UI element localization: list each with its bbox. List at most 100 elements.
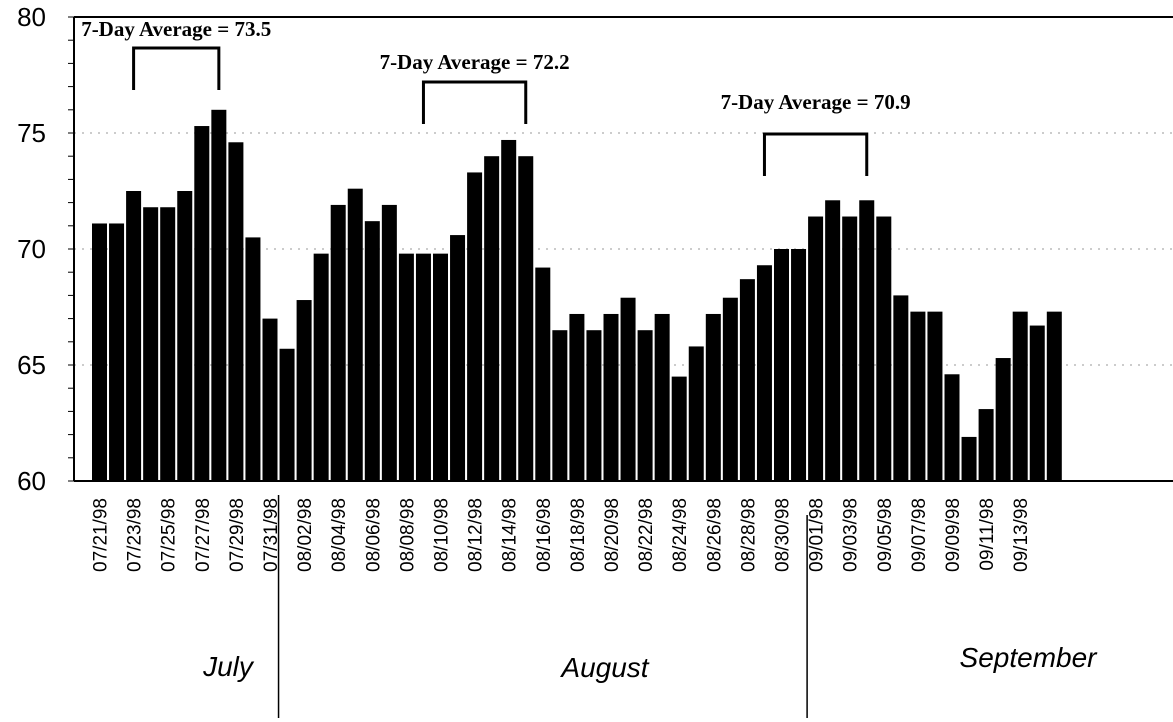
bar (654, 313, 670, 481)
y-tick-label: 65 (17, 350, 46, 380)
average-label: 7-Day Average = 73.5 (81, 17, 271, 41)
bar (364, 221, 380, 481)
axes (68, 16, 1173, 482)
x-tick-label: 08/06/98 (363, 498, 384, 572)
bar (961, 436, 977, 481)
bar (603, 313, 619, 481)
bar (705, 313, 721, 481)
y-tick-label: 60 (17, 466, 46, 496)
x-tick-label: 08/28/98 (738, 498, 759, 572)
bar (910, 311, 926, 481)
bar (1029, 325, 1045, 481)
bar (791, 249, 807, 481)
bar (177, 191, 193, 481)
bar (1046, 311, 1062, 481)
bar (569, 313, 585, 481)
bar (109, 223, 125, 482)
bar (756, 265, 772, 481)
x-tick-label: 08/30/98 (773, 498, 794, 572)
bar (262, 318, 278, 481)
x-tick-label: 08/08/98 (397, 498, 418, 572)
x-tick-label: 08/18/98 (568, 498, 589, 572)
bar (671, 376, 687, 481)
bar (842, 216, 858, 481)
bar (245, 237, 261, 481)
average-bracket (421, 80, 528, 124)
x-tick-label: 08/14/98 (500, 498, 521, 572)
bar (995, 358, 1011, 481)
bar (501, 139, 517, 481)
bar (978, 409, 994, 481)
bar (637, 330, 653, 481)
bar (313, 253, 329, 481)
x-tick-label: 09/09/98 (943, 498, 964, 572)
y-tick-label: 70 (17, 234, 46, 264)
y-axis-ticks: 60 65 70 75 80 (17, 2, 46, 496)
bar (927, 311, 943, 481)
average-bracket (762, 132, 869, 176)
bar (688, 346, 704, 481)
x-tick-label: 08/24/98 (670, 498, 691, 572)
x-axis-ticks: 07/21/98 07/23/98 07/25/98 07/27/98 07/29/98… (91, 498, 1033, 572)
bar (194, 126, 210, 481)
x-tick-label: 09/05/98 (875, 498, 896, 572)
bar (160, 207, 176, 482)
month-labels: July August September (202, 495, 1098, 718)
x-tick-label: 07/31/98 (261, 498, 282, 572)
x-tick-label: 08/26/98 (704, 498, 725, 572)
x-tick-label: 09/03/98 (841, 498, 862, 572)
x-tick-label: 08/04/98 (329, 498, 350, 572)
average-annotations: 7-Day Average = 73.5 7-Day Average = 72.2… (81, 17, 911, 176)
bar (518, 156, 534, 481)
x-tick-label: 09/11/98 (977, 498, 998, 571)
y-tick-label: 80 (17, 2, 46, 32)
bar (484, 156, 500, 481)
x-tick-label: 08/12/98 (466, 498, 487, 572)
bar (1012, 311, 1028, 481)
bar (450, 235, 466, 481)
bar (279, 348, 295, 481)
x-tick-label: 08/22/98 (636, 498, 657, 572)
x-tick-label: 08/20/98 (602, 498, 623, 572)
bar (722, 297, 738, 481)
x-tick-label: 08/02/98 (295, 498, 316, 572)
bar (92, 223, 107, 482)
month-label: September (960, 642, 1099, 673)
average-label: 7-Day Average = 70.9 (721, 90, 911, 114)
bar (535, 267, 551, 481)
bar (893, 295, 909, 481)
x-tick-label: 09/13/98 (1011, 498, 1032, 572)
bar (330, 204, 346, 482)
bar (808, 216, 824, 481)
x-tick-label: 07/25/98 (159, 498, 180, 572)
x-tick-label: 08/10/98 (432, 498, 453, 572)
x-tick-label: 07/27/98 (193, 498, 214, 572)
bar (467, 172, 483, 481)
bar (381, 204, 397, 482)
x-tick-label: 09/01/98 (807, 498, 828, 572)
x-tick-label: 07/23/98 (125, 498, 146, 572)
bar (347, 188, 363, 481)
bar (143, 207, 159, 482)
month-label: August (559, 652, 649, 683)
average-label: 7-Day Average = 72.2 (380, 50, 570, 74)
x-tick-label: 08/16/98 (534, 498, 555, 572)
bar-series (92, 109, 1062, 482)
bar (859, 200, 875, 481)
bar (876, 216, 892, 481)
x-tick-label: 07/29/98 (227, 498, 248, 572)
bar (586, 330, 602, 481)
bar (433, 253, 448, 481)
bar (211, 109, 227, 482)
bar (415, 253, 431, 481)
bar (620, 297, 636, 481)
month-label: July (202, 651, 255, 682)
bar (228, 142, 244, 481)
bar (398, 253, 414, 481)
bar (774, 249, 789, 481)
y-tick-label: 75 (17, 118, 46, 148)
average-bracket (132, 46, 221, 90)
bar (126, 191, 142, 481)
bar (296, 300, 312, 481)
